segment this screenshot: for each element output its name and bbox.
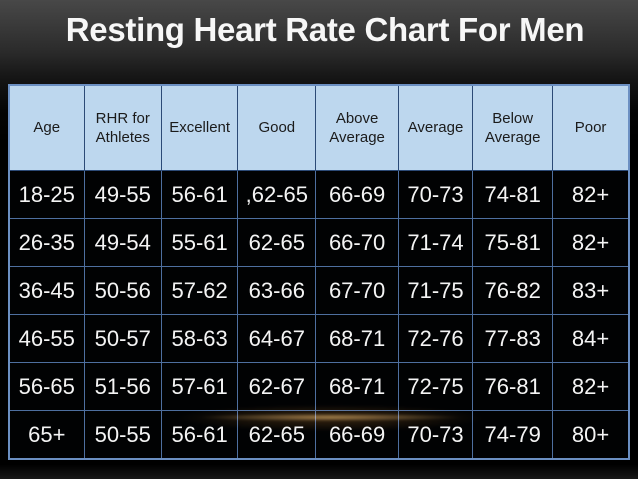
- table-cell: 84+: [552, 314, 630, 363]
- table-cell: 70-73: [397, 410, 474, 460]
- table-cell: 70-73: [397, 170, 474, 219]
- table-cell: 71-74: [397, 218, 474, 267]
- table-cell: 83+: [552, 266, 630, 315]
- resting-heart-rate-table: Age RHR for Athletes Excellent Good Abov…: [8, 84, 630, 460]
- table-row-18-25: 18-25 49-55 56-61 ,62-65 66-69 70-73 74-…: [8, 170, 630, 219]
- table-cell: 76-82: [472, 266, 554, 315]
- table-cell: 75-81: [472, 218, 554, 267]
- table-cell: 71-75: [397, 266, 474, 315]
- table-cell: 56-61: [160, 170, 239, 219]
- table-cell: 62-65: [237, 218, 317, 267]
- table-cell: 82+: [552, 362, 630, 411]
- table-cell: 56-65: [8, 362, 85, 411]
- table-row-26-35: 26-35 49-54 55-61 62-65 66-70 71-74 75-8…: [8, 218, 630, 267]
- table-cell: 82+: [552, 170, 630, 219]
- column-header-poor: Poor: [552, 84, 630, 171]
- table-cell: 57-61: [160, 362, 239, 411]
- table-cell: 50-56: [83, 266, 163, 315]
- table-cell: 46-55: [8, 314, 85, 363]
- table-cell: 66-69: [315, 170, 399, 219]
- table-cell: 63-66: [237, 266, 317, 315]
- table-cell: 74-79: [472, 410, 554, 460]
- table-cell: 49-55: [83, 170, 163, 219]
- table-cell: 66-70: [315, 218, 399, 267]
- column-header-age: Age: [8, 84, 85, 171]
- table-cell: 64-67: [237, 314, 317, 363]
- table-cell: 80+: [552, 410, 630, 460]
- table-cell: 57-62: [160, 266, 239, 315]
- table-cell: 62-67: [237, 362, 317, 411]
- column-header-rhr-athletes: RHR for Athletes: [83, 84, 163, 171]
- table-cell: 68-71: [315, 362, 399, 411]
- table-row-46-55: 46-55 50-57 58-63 64-67 68-71 72-76 77-8…: [8, 314, 630, 363]
- column-header-average: Average: [397, 84, 474, 171]
- header-row: Age RHR for Athletes Excellent Good Abov…: [8, 84, 630, 171]
- table-cell: 65+: [8, 410, 85, 460]
- column-header-excellent: Excellent: [160, 84, 239, 171]
- table-row-36-45: 36-45 50-56 57-62 63-66 67-70 71-75 76-8…: [8, 266, 630, 315]
- table-cell: 77-83: [472, 314, 554, 363]
- column-header-below-average: Below Average: [472, 84, 554, 171]
- page-title: Resting Heart Rate Chart For Men: [65, 11, 585, 48]
- table-cell: 66-69: [315, 410, 399, 460]
- table-cell: ,62-65: [237, 170, 317, 219]
- table-cell: 67-70: [315, 266, 399, 315]
- table-cell: 82+: [552, 218, 630, 267]
- table-row-56-65: 56-65 51-56 57-61 62-67 68-71 72-75 76-8…: [8, 362, 630, 411]
- table-cell: 36-45: [8, 266, 85, 315]
- table-cell: 56-61: [160, 410, 239, 460]
- table-cell: 68-71: [315, 314, 399, 363]
- table-cell: 26-35: [8, 218, 85, 267]
- table-cell: 49-54: [83, 218, 163, 267]
- table-cell: 74-81: [472, 170, 554, 219]
- table-cell: 51-56: [83, 362, 163, 411]
- table-cell: 18-25: [8, 170, 85, 219]
- table-cell: 76-81: [472, 362, 554, 411]
- table-cell: 50-57: [83, 314, 163, 363]
- table-cell: 55-61: [160, 218, 239, 267]
- column-header-above-average: Above Average: [315, 84, 399, 171]
- table-cell: 72-75: [397, 362, 474, 411]
- table-cell: 72-76: [397, 314, 474, 363]
- column-header-good: Good: [237, 84, 317, 171]
- table-cell: 50-55: [83, 410, 163, 460]
- table-row-65-plus: 65+ 50-55 56-61 62-65 66-69 70-73 74-79 …: [8, 410, 630, 460]
- table-cell: 58-63: [160, 314, 239, 363]
- table-cell: 62-65: [237, 410, 317, 460]
